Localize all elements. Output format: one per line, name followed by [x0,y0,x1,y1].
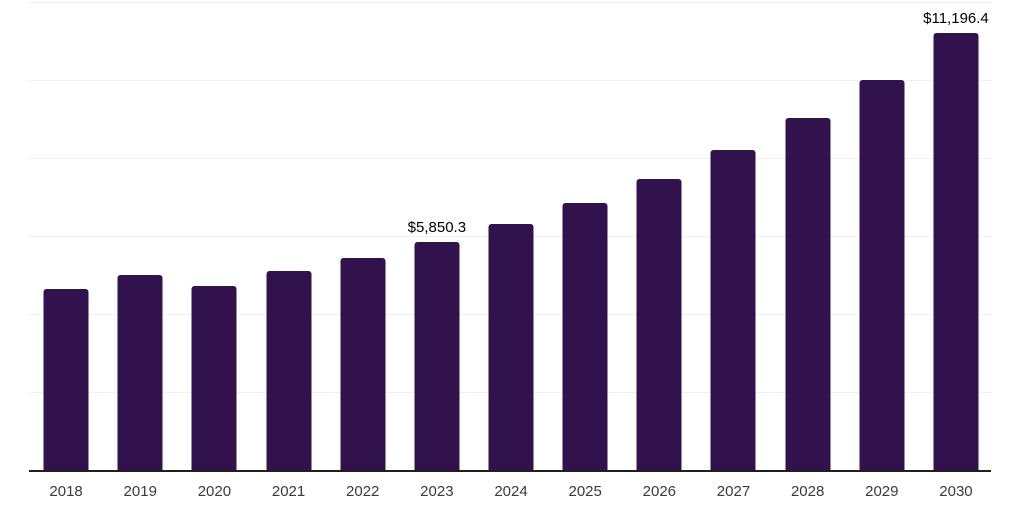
x-tick-label-2028: 2028 [790,483,825,500]
bar-2023[interactable] [414,241,460,470]
x-tick-label-2022: 2022 [346,483,380,500]
bar-2020[interactable] [191,286,237,470]
x-tick-label-2019: 2019 [123,483,157,500]
x-tick-label-2026: 2026 [642,483,677,500]
gridline-8000 [29,158,993,159]
bar-value-label-2023: $5,850.3 [407,218,467,236]
bar-2021[interactable] [266,270,312,470]
bar-slot-2025 [548,2,622,470]
bar-slot-2024 [474,2,548,470]
bar-2030[interactable] [933,33,979,470]
bar-slot-2030: $11,196.4 [919,2,993,470]
x-tick-label-2030: 2030 [939,483,973,500]
bar-slot-2029 [845,2,919,470]
bar-2029[interactable] [859,79,905,470]
plot-area: $5,850.3 $11,196.4 [29,2,993,471]
gridline-12000 [29,2,993,3]
bar-2028[interactable] [785,117,831,470]
bar-slot-2028 [771,2,845,470]
bar-2019[interactable] [117,275,163,470]
x-tick-label-2027: 2027 [716,483,751,500]
bar-slot-2022 [326,2,400,470]
x-tick-label-2024: 2024 [494,483,528,500]
bar-2027[interactable] [710,150,756,470]
x-tick-label-2023: 2023 [420,483,454,500]
bar-slot-2023: $5,850.3 [400,2,474,470]
x-tick-label-2018: 2018 [49,483,83,500]
x-tick-label-2029: 2029 [865,483,899,500]
gridline-10000 [29,80,993,81]
bar-slot-2020 [177,2,251,470]
x-axis-tick-labels: 2018 2019 2020 2021 2022 2023 2024 2025 2026 2027… [29,483,993,501]
bar-value-label-2030: $11,196.4 [923,10,989,28]
bar-2022[interactable] [340,257,386,470]
x-tick-label-2021: 2021 [271,483,306,500]
bars-container: $5,850.3 $11,196.4 [29,2,993,470]
x-axis-line [29,470,991,472]
bar-2024[interactable] [488,223,534,470]
bar-slot-2026 [622,2,696,470]
bar-slot-2021 [251,2,325,470]
x-tick-label-2025: 2025 [568,483,602,500]
bar-2025[interactable] [562,202,608,470]
bar-slot-2027 [696,2,770,470]
bar-2026[interactable] [636,179,682,470]
bar-2018[interactable] [43,289,89,470]
bar-slot-2019 [103,2,177,470]
bar-slot-2018 [29,2,103,470]
x-tick-label-2020: 2020 [197,483,232,500]
